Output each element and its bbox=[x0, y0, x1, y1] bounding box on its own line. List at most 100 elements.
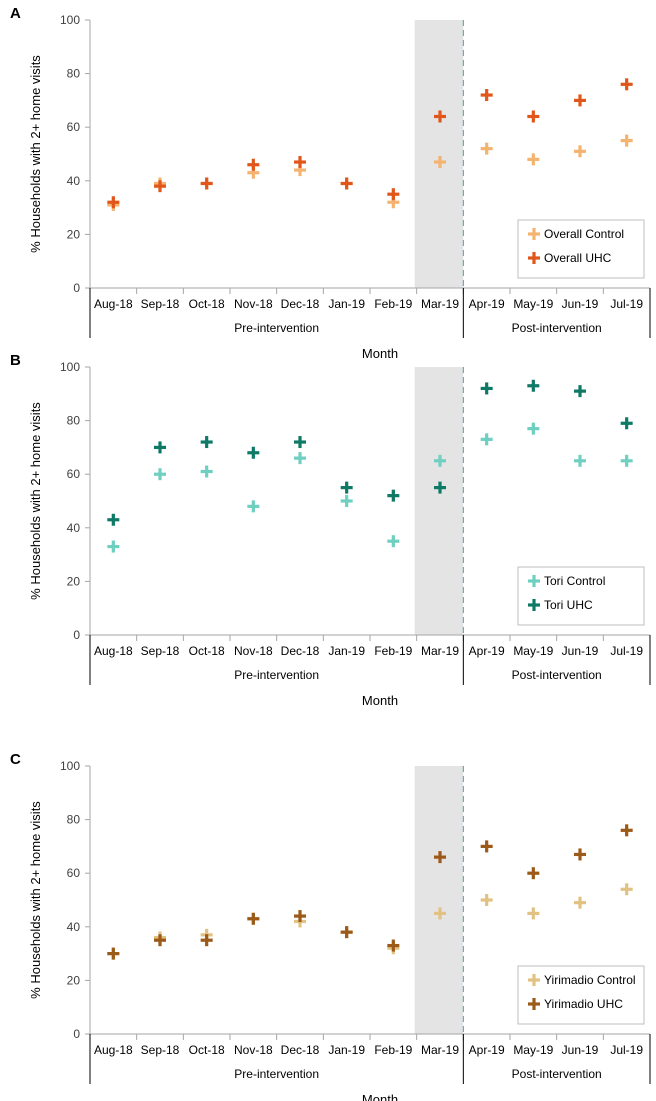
x-tick-label: Nov-18 bbox=[234, 297, 273, 311]
legend-marker bbox=[528, 252, 540, 264]
marker-v bbox=[532, 575, 536, 587]
x-tick-label: May-19 bbox=[513, 297, 553, 311]
marker-v bbox=[205, 177, 209, 190]
marker-v bbox=[625, 883, 629, 896]
data-point bbox=[387, 535, 400, 548]
marker-v bbox=[251, 500, 255, 513]
marker-v bbox=[485, 433, 489, 446]
data-point bbox=[340, 926, 353, 939]
x-tick-label: Mar-19 bbox=[421, 297, 459, 311]
data-point bbox=[340, 481, 353, 494]
marker-v bbox=[345, 177, 349, 190]
x-tick-label: Jun-19 bbox=[562, 1043, 599, 1057]
marker-v bbox=[625, 824, 629, 837]
data-point bbox=[574, 145, 586, 158]
data-point bbox=[620, 417, 633, 430]
legend-box bbox=[517, 219, 645, 279]
marker-v bbox=[158, 934, 162, 947]
marker-v bbox=[485, 142, 489, 155]
marker-v bbox=[438, 481, 442, 494]
series-0 bbox=[107, 422, 633, 553]
data-point bbox=[480, 433, 493, 446]
y-tick-label: 80 bbox=[67, 813, 81, 827]
data-point bbox=[480, 142, 493, 155]
y-tick-label: 80 bbox=[67, 67, 81, 81]
series-1 bbox=[107, 824, 633, 960]
data-point bbox=[574, 385, 586, 398]
x-axis-title: Month bbox=[362, 346, 398, 361]
data-point bbox=[527, 153, 540, 166]
data-point bbox=[480, 840, 493, 853]
data-point bbox=[387, 489, 400, 502]
x-tick-label: Oct-18 bbox=[189, 297, 225, 311]
data-point bbox=[480, 894, 493, 906]
data-point bbox=[434, 454, 446, 467]
x-tick-label: Jul-19 bbox=[610, 1043, 643, 1057]
legend-label: Yirimadio UHC bbox=[544, 997, 623, 1011]
data-point bbox=[527, 422, 540, 435]
x-tick-label: Apr-19 bbox=[469, 1043, 505, 1057]
marker-v bbox=[485, 382, 489, 395]
data-point bbox=[107, 947, 120, 960]
y-tick-label: 40 bbox=[67, 920, 81, 934]
panel-c: C 0 20 40 60 80 100 % Households with 2+ home v… bbox=[10, 751, 651, 1101]
data-point bbox=[200, 465, 213, 478]
y-tick-label: 20 bbox=[67, 973, 81, 987]
x-tick-label: May-19 bbox=[513, 644, 553, 658]
x-tick-label: Jul-19 bbox=[610, 644, 643, 658]
data-point bbox=[154, 934, 166, 947]
data-point bbox=[247, 158, 260, 171]
data-point bbox=[340, 177, 353, 190]
y-tick-label: 60 bbox=[67, 866, 81, 880]
marker-v bbox=[438, 851, 442, 864]
y-tick-label: 100 bbox=[60, 759, 80, 773]
marker-v bbox=[532, 599, 536, 611]
marker-v bbox=[111, 540, 115, 553]
marker-v bbox=[158, 441, 162, 454]
x-tick-label: Jan-19 bbox=[328, 297, 365, 311]
period-label-post: Post-intervention bbox=[512, 668, 602, 682]
marker-v bbox=[625, 417, 629, 430]
panel-letter: A bbox=[10, 5, 21, 22]
marker-v bbox=[578, 94, 582, 107]
marker-v bbox=[111, 513, 115, 526]
marker-v bbox=[531, 907, 535, 920]
legend-marker bbox=[528, 228, 540, 240]
marker-v bbox=[205, 465, 209, 478]
x-tick-label: Jul-19 bbox=[610, 297, 643, 311]
data-point bbox=[620, 824, 633, 837]
data-point bbox=[620, 134, 633, 147]
marker-v bbox=[438, 156, 442, 169]
x-tick-label: Nov-18 bbox=[234, 644, 273, 658]
x-tick-label: Apr-19 bbox=[469, 644, 505, 658]
marker-v bbox=[345, 926, 349, 939]
x-tick-label: Dec-18 bbox=[281, 1043, 320, 1057]
y-tick-label: 20 bbox=[67, 227, 81, 241]
marker-v bbox=[251, 446, 255, 459]
y-tick-label: 20 bbox=[67, 574, 81, 588]
data-point bbox=[294, 452, 306, 465]
period-label-pre: Pre-intervention bbox=[234, 1067, 319, 1081]
marker-v bbox=[578, 145, 582, 158]
y-tick-label: 60 bbox=[67, 467, 81, 481]
data-point bbox=[480, 89, 493, 102]
period-label-pre: Pre-intervention bbox=[234, 668, 319, 682]
marker-v bbox=[485, 894, 489, 906]
marker-v bbox=[298, 436, 302, 449]
x-tick-label: Jun-19 bbox=[562, 297, 599, 311]
marker-v bbox=[438, 110, 442, 123]
marker-v bbox=[531, 110, 535, 123]
data-point bbox=[247, 500, 260, 513]
panel-a: A 0 20 40 60 80 100 % Households with 2+ home v… bbox=[10, 5, 651, 361]
data-point bbox=[434, 481, 446, 494]
data-point bbox=[154, 180, 166, 193]
data-point bbox=[434, 851, 446, 864]
marker-v bbox=[485, 840, 489, 853]
period-label-post: Post-intervention bbox=[512, 321, 602, 335]
marker-v bbox=[158, 468, 162, 481]
data-point bbox=[387, 196, 400, 209]
marker-v bbox=[578, 896, 582, 909]
data-point bbox=[387, 188, 400, 201]
